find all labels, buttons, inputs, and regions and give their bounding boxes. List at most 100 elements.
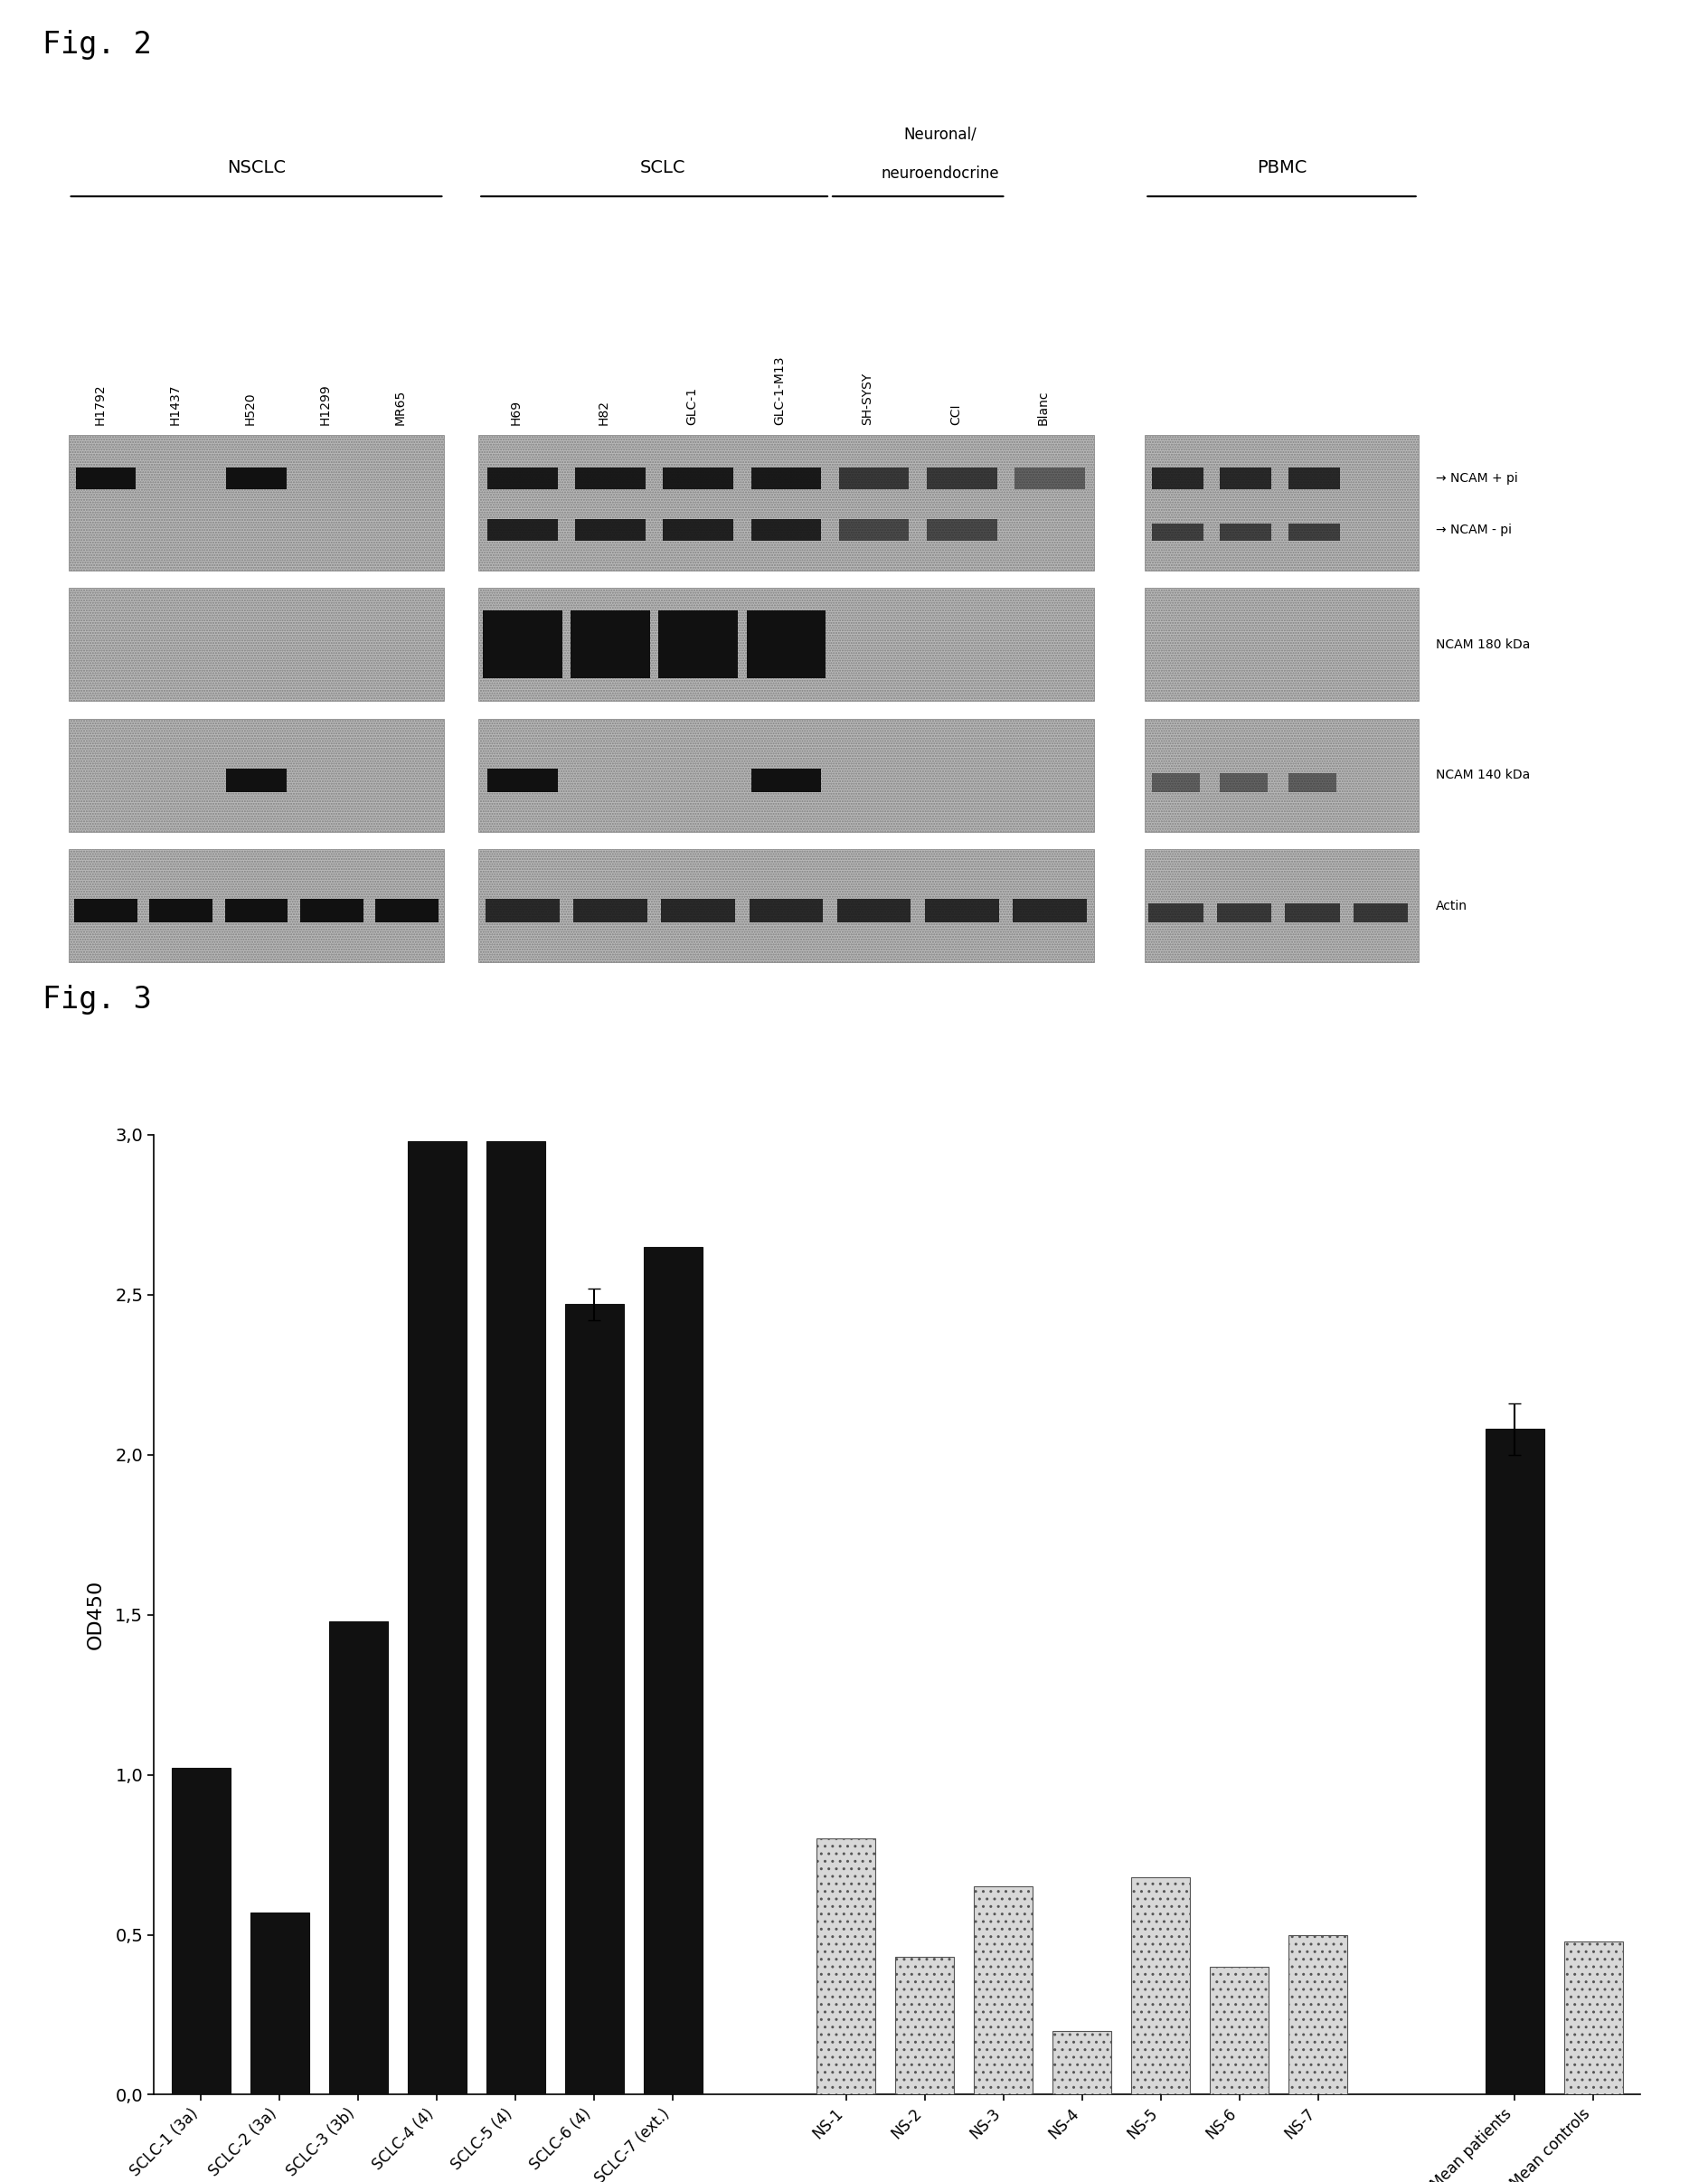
Bar xyxy=(926,519,996,541)
Bar xyxy=(487,519,557,541)
Text: H82: H82 xyxy=(598,399,610,425)
Y-axis label: OD450: OD450 xyxy=(87,1580,104,1650)
Bar xyxy=(895,1957,953,2095)
Bar xyxy=(249,1911,309,2095)
Bar xyxy=(1151,772,1199,792)
Text: H1299: H1299 xyxy=(319,384,331,425)
Bar xyxy=(839,467,909,489)
Text: H1792: H1792 xyxy=(94,384,106,425)
Bar xyxy=(1144,849,1418,962)
Bar xyxy=(150,899,212,923)
Bar xyxy=(171,1767,231,2095)
Bar xyxy=(1151,524,1202,541)
Bar xyxy=(750,768,822,792)
Bar xyxy=(376,899,437,923)
Bar xyxy=(225,467,287,489)
Bar xyxy=(1288,524,1339,541)
Bar xyxy=(1284,903,1339,923)
Text: NCAM 140 kDa: NCAM 140 kDa xyxy=(1435,768,1529,781)
Bar xyxy=(1288,467,1339,489)
Bar xyxy=(658,611,738,679)
Text: GLC-1-M13: GLC-1-M13 xyxy=(774,356,786,425)
Bar xyxy=(750,467,822,489)
Bar xyxy=(661,899,734,923)
Bar xyxy=(576,519,646,541)
Bar xyxy=(68,434,444,570)
Bar xyxy=(225,768,287,792)
Bar xyxy=(483,611,562,679)
Bar xyxy=(1563,1942,1623,2095)
Bar xyxy=(748,899,823,923)
Text: neuroendocrine: neuroendocrine xyxy=(880,166,999,181)
Bar xyxy=(1220,467,1271,489)
Bar xyxy=(478,849,1093,962)
Bar xyxy=(485,1141,545,2095)
Bar xyxy=(574,899,647,923)
Bar xyxy=(225,899,287,923)
Text: Fig. 2: Fig. 2 xyxy=(43,31,152,59)
Bar xyxy=(1220,772,1267,792)
Bar xyxy=(1216,903,1271,923)
Text: Neuronal/: Neuronal/ xyxy=(904,127,975,142)
Text: SCLC: SCLC xyxy=(640,159,685,177)
Bar xyxy=(924,899,997,923)
Text: → NCAM - pi: → NCAM - pi xyxy=(1435,524,1510,537)
Text: H1437: H1437 xyxy=(169,384,181,425)
Bar xyxy=(485,899,559,923)
Bar xyxy=(1144,718,1418,831)
Bar xyxy=(644,1246,702,2095)
Bar xyxy=(576,467,646,489)
Bar xyxy=(1484,1429,1544,2095)
Bar xyxy=(565,1305,623,2095)
Bar xyxy=(663,467,733,489)
Text: Blanc: Blanc xyxy=(1037,391,1049,425)
Bar xyxy=(1353,903,1407,923)
Bar xyxy=(746,611,825,679)
Bar xyxy=(75,467,137,489)
Bar xyxy=(1131,1877,1189,2095)
Text: PBMC: PBMC xyxy=(1255,159,1307,177)
Text: NCAM 180 kDa: NCAM 180 kDa xyxy=(1435,639,1529,650)
Text: Fig. 3: Fig. 3 xyxy=(43,984,152,1015)
Bar xyxy=(1013,899,1086,923)
Bar xyxy=(478,718,1093,831)
Bar xyxy=(487,467,557,489)
Bar xyxy=(301,899,362,923)
Bar xyxy=(663,519,733,541)
Bar xyxy=(926,467,996,489)
Bar xyxy=(570,611,649,679)
Bar xyxy=(478,434,1093,570)
Bar xyxy=(1148,903,1202,923)
Text: H520: H520 xyxy=(244,393,256,425)
Bar xyxy=(1288,772,1336,792)
Bar xyxy=(487,768,557,792)
Bar xyxy=(407,1141,466,2095)
Text: SH-SYSY: SH-SYSY xyxy=(861,373,873,425)
Text: H69: H69 xyxy=(509,399,523,425)
Text: GLC-1: GLC-1 xyxy=(685,386,699,425)
Bar xyxy=(1220,524,1271,541)
Bar xyxy=(1151,467,1202,489)
Text: CCI: CCI xyxy=(948,404,962,425)
Bar xyxy=(816,1839,874,2095)
Bar xyxy=(839,519,909,541)
Bar xyxy=(75,899,137,923)
Bar xyxy=(750,519,822,541)
Bar xyxy=(974,1887,1032,2095)
Bar xyxy=(1144,589,1418,700)
Text: NSCLC: NSCLC xyxy=(227,159,285,177)
Bar xyxy=(1209,1966,1267,2095)
Bar xyxy=(68,589,444,700)
Text: → NCAM + pi: → NCAM + pi xyxy=(1435,471,1517,484)
Text: Actin: Actin xyxy=(1435,899,1467,912)
Bar xyxy=(837,899,910,923)
Bar xyxy=(328,1621,388,2095)
Bar xyxy=(478,589,1093,700)
Text: MR65: MR65 xyxy=(395,391,407,425)
Bar xyxy=(68,849,444,962)
Bar xyxy=(68,718,444,831)
Bar xyxy=(1052,2031,1110,2095)
Bar xyxy=(1144,434,1418,570)
Bar xyxy=(1288,1935,1348,2095)
Bar xyxy=(1015,467,1085,489)
